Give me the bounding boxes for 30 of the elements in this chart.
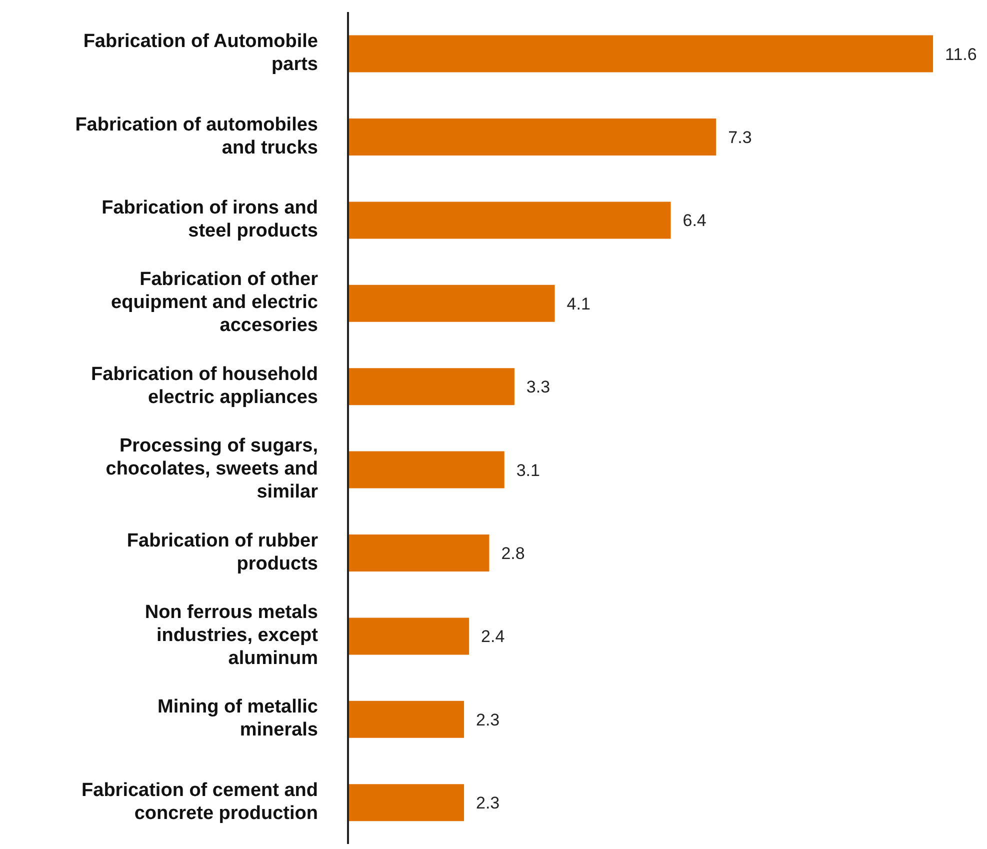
y-tick-label: Fabrication of Automobile parts	[83, 31, 318, 76]
y-tick-label: Non ferrous metals industries, except aluminum	[144, 602, 319, 670]
data-label: 2.4	[481, 627, 505, 646]
bar	[348, 534, 490, 572]
y-tick-label: Fabrication of household electric appliances	[91, 364, 318, 408]
y-tick-label: Mining of metallic minerals	[158, 696, 318, 741]
data-label: 11.6	[945, 44, 977, 64]
data-label: 3.1	[516, 460, 540, 480]
data-label: 3.3	[526, 378, 550, 397]
y-tick-label: Processing of sugars, chocolates, sweets and similar	[106, 436, 319, 503]
data-label: 2.3	[476, 794, 500, 813]
data-label: 2.3	[476, 710, 500, 730]
bar	[348, 618, 470, 655]
y-tick-label: Fabrication of other equipment and electric accesories	[111, 269, 319, 336]
bar	[348, 35, 933, 72]
bar	[348, 784, 464, 822]
data-label: 7.3	[728, 128, 752, 148]
bar	[348, 700, 464, 738]
bar	[348, 202, 671, 239]
y-tick-label: Fabrication of irons and steel products	[102, 198, 318, 242]
data-label: 4.1	[566, 294, 590, 314]
bar	[348, 451, 504, 488]
bar	[348, 118, 716, 156]
bar	[348, 284, 555, 322]
y-tick-label: Fabrication of cement and concrete production	[82, 780, 318, 824]
data-label: 2.8	[501, 544, 525, 564]
y-tick-label: Fabrication of automobiles and trucks	[75, 114, 318, 158]
data-label: 6.4	[682, 211, 706, 230]
bar	[348, 368, 514, 406]
y-tick-label: Fabrication of rubber products	[126, 530, 319, 574]
